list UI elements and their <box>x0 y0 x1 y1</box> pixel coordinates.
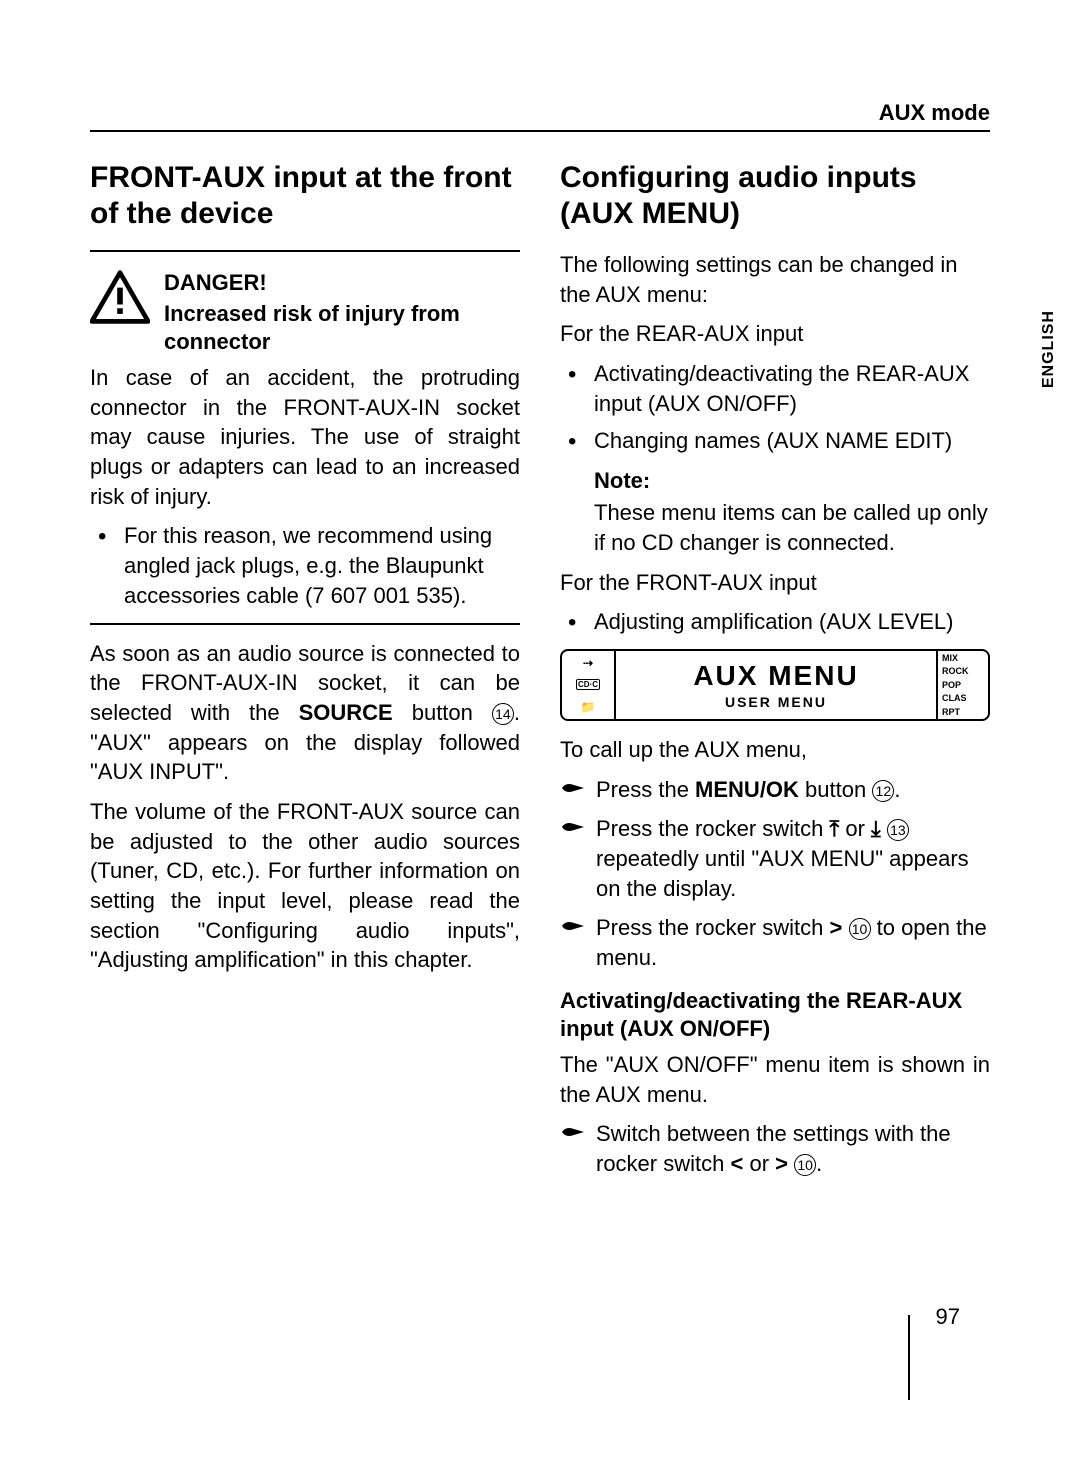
right-p1: The following settings can be changed in… <box>560 250 990 309</box>
steps-list: Press the MENU/OK button 12. Press the r… <box>560 775 990 973</box>
danger-block: DANGER! Increased risk of injury from co… <box>90 270 520 355</box>
hand-icon <box>560 917 586 935</box>
folder-icon: 📁 <box>581 700 596 714</box>
step-3: Press the rocker switch > 10 to open the… <box>560 913 990 972</box>
display-sub-text: USER MENU <box>616 694 936 710</box>
s3a: Press the rocker switch <box>596 915 830 940</box>
right-b1: Activating/deactivating the REAR-AUX inp… <box>560 359 990 418</box>
left-p1: In case of an accident, the protruding c… <box>90 363 520 511</box>
right-symbol: > <box>830 915 843 940</box>
source-button-label: SOURCE <box>299 700 393 725</box>
up-symbol: ⤒ <box>830 816 840 841</box>
footer-rule <box>908 1315 910 1400</box>
display-center: AUX MENU USER MENU <box>616 651 936 719</box>
sub-heading: Activating/deactivating the REAR-AUX inp… <box>560 987 990 1044</box>
steps-list-2: Switch between the settings with the roc… <box>560 1119 990 1178</box>
left-symbol: < <box>730 1151 743 1176</box>
cdc-icon: CD·C <box>576 679 600 690</box>
content-columns: FRONT-AUX input at the front of the devi… <box>90 160 990 1193</box>
ref-10: 10 <box>849 918 871 940</box>
disp-r-4: RPT <box>942 707 960 717</box>
s4mid: or <box>743 1151 775 1176</box>
step-2: Press the rocker switch ⤒ or ⤓ 13 repeat… <box>560 814 990 903</box>
s4b: . <box>816 1151 822 1176</box>
danger-text: DANGER! Increased risk of injury from co… <box>164 270 520 355</box>
left-bullets: For this reason, we recommend using angl… <box>90 521 520 610</box>
disp-r-1: ROCK <box>942 666 969 676</box>
header-rule <box>90 130 990 132</box>
left-heading-rule <box>90 250 520 252</box>
right-p4: To call up the AUX menu, <box>560 735 990 765</box>
right-p2: For the REAR-AUX input <box>560 319 990 349</box>
danger-subtitle: Increased risk of injury from connector <box>164 300 520 355</box>
disp-r-2: POP <box>942 680 961 690</box>
hand-icon <box>560 779 586 797</box>
danger-title: DANGER! <box>164 270 520 296</box>
s2b: repeatedly until "AUX MENU" appears on t… <box>596 846 969 901</box>
step-4: Switch between the settings with the roc… <box>560 1119 990 1178</box>
display-illustration: ⇢ CD·C 📁 AUX MENU USER MENU MIX ROCK POP… <box>560 649 990 721</box>
left-p2: As soon as an audio source is connected … <box>90 639 520 787</box>
left-column: FRONT-AUX input at the front of the devi… <box>90 160 520 1193</box>
menu-ok-label: MENU/OK <box>695 777 799 802</box>
hand-icon <box>560 818 586 836</box>
right-b2: Changing names (AUX NAME EDIT) <box>560 426 990 456</box>
right-heading: Configuring audio inputs (AUX MENU) <box>560 160 990 232</box>
s2a: Press the rocker switch <box>596 816 830 841</box>
language-tab: ENGLISH <box>1040 310 1058 388</box>
disp-r-3: CLAS <box>942 693 967 703</box>
left-sec-rule <box>90 623 520 625</box>
display-left-icons: ⇢ CD·C 📁 <box>562 651 616 719</box>
note-label: Note: <box>594 468 990 494</box>
left-p2b: button <box>393 700 492 725</box>
note-body: These menu items can be called up only i… <box>594 498 990 557</box>
s1b: button <box>799 777 872 802</box>
car-icon: ⇢ <box>583 656 593 670</box>
ref-12: 12 <box>872 780 894 802</box>
ref-14: 14 <box>492 703 514 725</box>
down-symbol: ⤓ <box>871 816 881 841</box>
display-main-text: AUX MENU <box>616 660 936 692</box>
ref-10b: 10 <box>794 1154 816 1176</box>
display-right-labels: MIX ROCK POP CLAS RPT <box>936 651 988 719</box>
warning-triangle-icon <box>90 270 150 324</box>
header-section: AUX mode <box>879 100 990 126</box>
disp-r-0: MIX <box>942 653 958 663</box>
right-symbol-2: > <box>775 1151 788 1176</box>
right-column: Configuring audio inputs (AUX MENU) The … <box>560 160 990 1193</box>
right-bullets-rear: Activating/deactivating the REAR-AUX inp… <box>560 359 990 456</box>
page-number: 97 <box>936 1304 960 1330</box>
hand-icon <box>560 1123 586 1141</box>
s2mid: or <box>839 816 871 841</box>
step-1: Press the MENU/OK button 12. <box>560 775 990 805</box>
left-bullet-1: For this reason, we recommend using angl… <box>90 521 520 610</box>
left-p3: The volume of the FRONT-AUX source can b… <box>90 797 520 975</box>
right-b3: Adjusting amplification (AUX LEVEL) <box>560 607 990 637</box>
s1a: Press the <box>596 777 695 802</box>
right-p5: The "AUX ON/OFF" menu item is shown in t… <box>560 1050 990 1109</box>
s1c: . <box>894 777 900 802</box>
right-p3: For the FRONT-AUX input <box>560 568 990 598</box>
right-bullets-front: Adjusting amplification (AUX LEVEL) <box>560 607 990 637</box>
ref-13: 13 <box>887 819 909 841</box>
left-heading: FRONT-AUX input at the front of the devi… <box>90 160 520 232</box>
